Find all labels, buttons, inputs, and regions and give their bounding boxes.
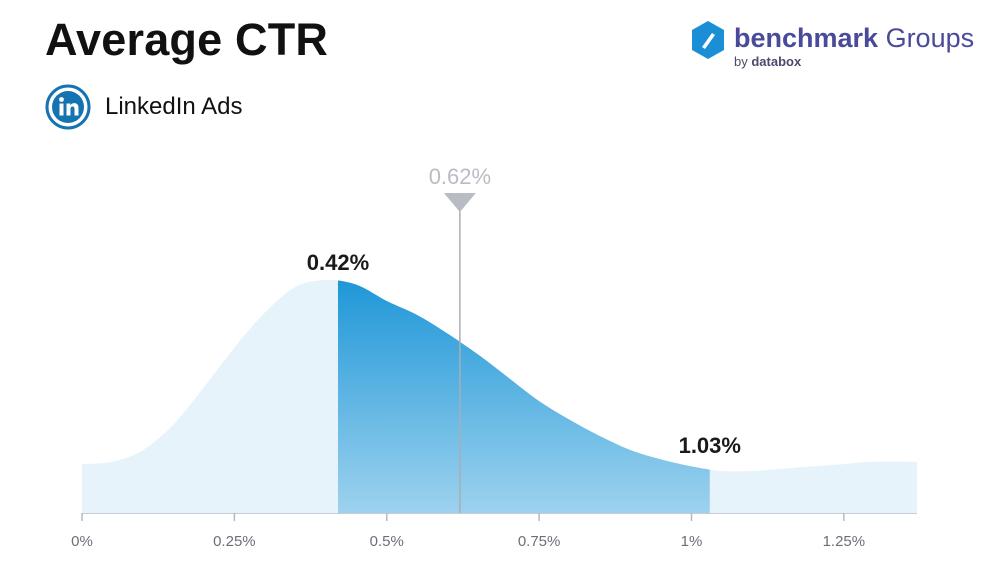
benchmark-hexagon-icon bbox=[692, 21, 724, 59]
platform-row: LinkedIn Ads bbox=[45, 84, 242, 130]
x-tick-label: 0% bbox=[71, 533, 93, 550]
brand-name-bold: benchmark bbox=[734, 23, 879, 53]
range-low-label: 0.42% bbox=[307, 250, 369, 275]
interquartile-range-area bbox=[337, 280, 710, 513]
chart-title: Average CTR bbox=[45, 14, 329, 65]
brand-logo: benchmark Groups by databox bbox=[690, 20, 974, 69]
median-marker-triangle bbox=[443, 193, 476, 212]
brand-name: benchmark Groups bbox=[734, 24, 974, 52]
x-tick-label: 0.25% bbox=[213, 533, 256, 550]
brand-byline-by: by bbox=[734, 54, 752, 69]
linkedin-icon bbox=[45, 84, 91, 130]
brand-name-light: Groups bbox=[878, 23, 975, 53]
brand-byline: by databox bbox=[734, 54, 974, 69]
x-axis-ticks: 0% 0.25% 0.5% 0.75% 1% 1.25% bbox=[71, 513, 865, 550]
brand-byline-name: databox bbox=[751, 54, 802, 69]
x-tick-label: 1.25% bbox=[823, 533, 866, 550]
x-tick-label: 0.75% bbox=[518, 533, 561, 550]
platform-name: LinkedIn Ads bbox=[105, 93, 243, 120]
x-tick-label: 1% bbox=[681, 533, 703, 550]
range-high-label: 1.03% bbox=[679, 433, 741, 458]
median-label: 0.62% bbox=[429, 164, 491, 189]
x-tick-label: 0.5% bbox=[370, 533, 404, 550]
